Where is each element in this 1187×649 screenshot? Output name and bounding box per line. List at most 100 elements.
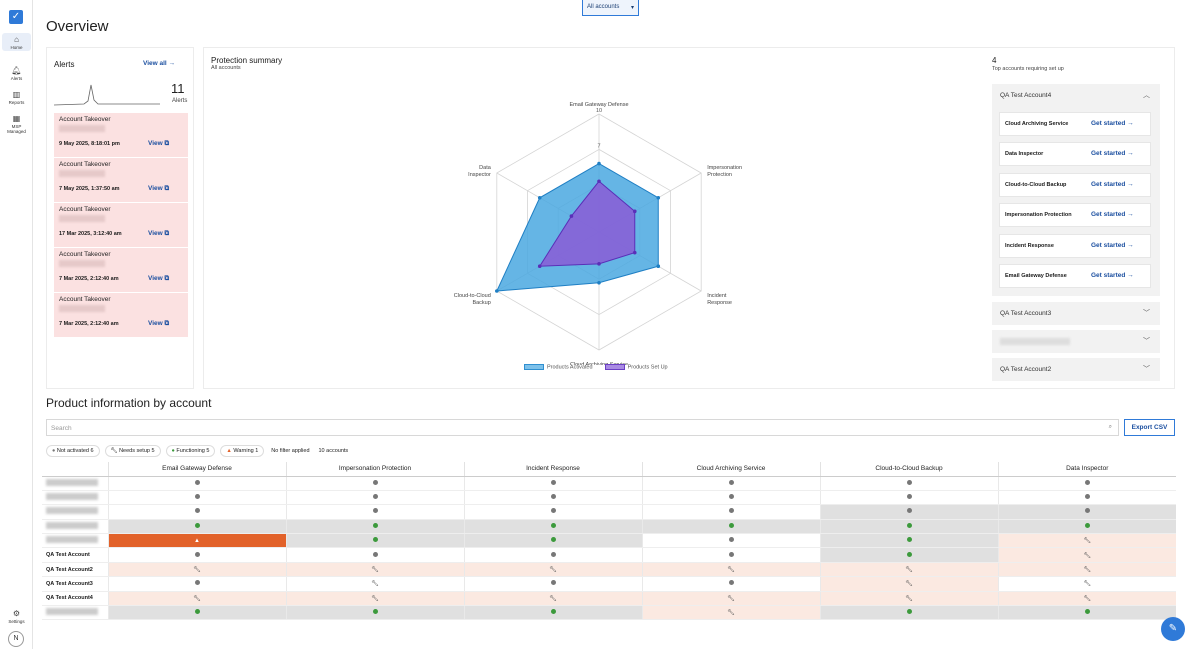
alert-item: Account Takeover 17 Mar 2025, 3:12:40 am… — [54, 203, 188, 248]
table-row[interactable] — [42, 519, 1176, 535]
column-header[interactable]: Data Inspector — [997, 462, 1176, 477]
get-started-link[interactable]: Get started → — [1091, 242, 1134, 249]
account-card-collapsed[interactable]: ﹀ — [992, 330, 1160, 353]
status-cell — [819, 504, 998, 520]
data-point — [656, 195, 661, 200]
not-activated-icon — [728, 580, 734, 586]
table-row[interactable]: QA Test Account3 🔧︎ 🔧︎ 🔧︎ — [42, 576, 1176, 592]
nav-item-home[interactable]: ⌂ Home — [2, 33, 31, 51]
table-row[interactable]: 🔧︎ — [42, 605, 1176, 621]
account-card-collapsed[interactable]: QA Test Account3 ﹀ — [992, 302, 1160, 325]
view-all-alerts-link[interactable]: View all → — [143, 60, 175, 67]
alert-view-link[interactable]: View ⧉ — [148, 140, 169, 148]
nav-item-msp-managed[interactable]: ▦ MSP Managed — [2, 114, 31, 134]
chevron-up-icon[interactable]: ︿ — [1143, 92, 1150, 99]
nav-item-reports[interactable]: ▥ Reports — [2, 90, 31, 105]
functioning-icon — [372, 609, 378, 615]
status-cell — [463, 605, 642, 621]
legend-item-activated[interactable]: Products Activated — [524, 364, 593, 370]
search-icon: ⌕ — [1108, 424, 1112, 430]
filter-needs-setup[interactable]: 🔧︎ Needs setup 5 — [104, 445, 161, 457]
redacted-text — [46, 608, 98, 616]
wrench-icon: 🔧︎ — [371, 581, 379, 588]
get-started-link[interactable]: Get started → — [1091, 211, 1134, 218]
nav-item-label: Settings — [8, 619, 25, 624]
legend-label: Products Activated — [547, 364, 593, 371]
data-point — [597, 179, 601, 184]
alerts-count: 11 — [171, 81, 185, 96]
column-header[interactable]: Impersonation Protection — [285, 462, 464, 477]
table-row[interactable]: ▲ 🔧︎ — [42, 533, 1176, 549]
alert-date: 7 May 2025, 1:37:50 am — [59, 186, 120, 192]
alert-view-link[interactable]: View ⧉ — [148, 275, 169, 283]
status-cell — [641, 547, 820, 563]
alert-date: 7 Mar 2025, 2:12:40 am — [59, 276, 119, 282]
arrow-right-icon: → — [1127, 120, 1134, 127]
status-cell — [641, 576, 820, 592]
status-cell — [463, 547, 642, 563]
status-cell — [463, 576, 642, 592]
nav-item-label: Reports — [8, 100, 25, 105]
status-cell: 🔧︎ — [641, 605, 820, 621]
alert-view-link[interactable]: View ⧉ — [148, 230, 169, 238]
status-cell — [463, 476, 642, 491]
not-activated-icon — [906, 479, 912, 485]
nav-item-settings[interactable]: ⚙ Settings — [2, 609, 31, 624]
search-input[interactable]: Search ⌕ — [46, 419, 1119, 436]
filter-label: Warning 1 — [233, 448, 259, 454]
arrow-right-icon: → — [1127, 211, 1134, 219]
avatar[interactable]: N — [8, 631, 24, 647]
not-activated-icon — [372, 479, 378, 485]
brand-logo-icon[interactable]: ✓ — [9, 10, 23, 24]
account-select[interactable]: All accounts ▾ — [582, 0, 639, 16]
product-name: Data Inspector — [1005, 151, 1044, 158]
assistant-fab-button[interactable]: ✎ — [1161, 617, 1185, 641]
alert-view-link[interactable]: View ⧉ — [148, 320, 169, 328]
arrow-right-icon: → — [1127, 241, 1134, 249]
column-header[interactable]: Cloud-to-Cloud Backup — [819, 462, 998, 477]
get-started-link[interactable]: Get started → — [1091, 181, 1134, 188]
get-started-link[interactable]: Get started → — [1091, 120, 1134, 127]
status-cell — [819, 490, 998, 506]
column-header[interactable]: Incident Response — [463, 462, 642, 477]
status-cell: 🔧︎ — [641, 562, 820, 578]
status-cell — [997, 504, 1176, 520]
account-name-cell: QA Test Account4 — [42, 591, 108, 607]
get-started-link[interactable]: Get started → — [1091, 272, 1134, 279]
alert-view-link[interactable]: View ⧉ — [148, 185, 169, 193]
table-row[interactable]: QA Test Account2 🔧︎ 🔧︎ 🔧︎ 🔧︎ 🔧︎ 🔧︎ — [42, 562, 1176, 578]
status-cell: 🔧︎ — [819, 576, 998, 592]
column-header[interactable]: Cloud Archiving Service — [641, 462, 820, 477]
filter-not-activated[interactable]: ● Not activated 6 — [46, 445, 100, 457]
table-row[interactable] — [42, 490, 1176, 506]
filter-functioning[interactable]: ● Functioning 5 — [165, 445, 216, 457]
account-card-collapsed[interactable]: QA Test Account2 ﹀ — [992, 358, 1160, 381]
not-activated-icon — [1084, 508, 1090, 514]
external-link-icon: ⧉ — [164, 275, 170, 282]
alert-type: Account Takeover — [59, 296, 111, 303]
status-cell: 🔧︎ — [463, 562, 642, 578]
nav-item-label: Alerts — [10, 76, 23, 81]
nav-item-alerts[interactable]: 🔔︎ Alerts — [2, 66, 31, 81]
table-row[interactable]: QA Test Account 🔧︎ — [42, 547, 1176, 563]
axis-label: Cloud-to-Cloud Backup — [454, 293, 491, 306]
functioning-icon — [194, 609, 200, 615]
export-csv-button[interactable]: Export CSV — [1124, 419, 1175, 436]
data-point — [597, 280, 601, 285]
axis-label: Incident Response — [707, 293, 732, 306]
column-header[interactable]: Email Gateway Defense — [107, 462, 286, 477]
table-row[interactable]: QA Test Account4 🔧︎ 🔧︎ 🔧︎ 🔧︎ 🔧︎ 🔧︎ — [42, 591, 1176, 607]
functioning-icon — [906, 609, 912, 615]
table-row[interactable] — [42, 476, 1176, 491]
alert-date: 9 May 2025, 8:18:01 pm — [59, 141, 120, 147]
get-started-link[interactable]: Get started → — [1091, 150, 1134, 157]
status-cell: 🔧︎ — [107, 562, 286, 578]
table-row[interactable] — [42, 504, 1176, 520]
filter-warning[interactable]: ▲ Warning 1 — [220, 445, 265, 457]
functioning-icon — [372, 537, 378, 543]
wrench-icon: 🔧︎ — [905, 567, 913, 574]
page-title: Overview — [46, 18, 109, 35]
status-cell — [997, 519, 1176, 535]
data-point — [495, 289, 499, 293]
legend-item-setup[interactable]: Products Set Up — [604, 364, 668, 370]
